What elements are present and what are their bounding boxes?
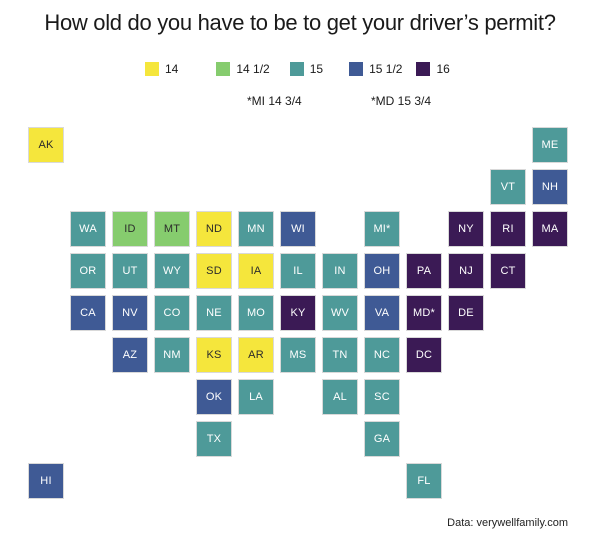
state-tile-az: AZ [112,337,148,373]
state-tile-co: CO [154,295,190,331]
page-title: How old do you have to be to get your dr… [44,10,556,35]
legend: 14 14 1/2 15 15 1/2 16 [145,62,450,76]
state-tile-ut: UT [112,253,148,289]
legend-swatch [216,62,231,76]
state-tile-ak: AK [28,127,64,163]
state-tile-mo: MO [238,295,274,331]
state-tile-il: IL [280,253,316,289]
legend-swatch [289,62,304,76]
state-tile-nm: NM [154,337,190,373]
legend-item: 14 [145,62,178,76]
legend-swatch [349,62,364,76]
state-tile-ny: NY [448,211,484,247]
state-tile-ky: KY [280,295,316,331]
state-tile-tx: TX [196,421,232,457]
state-tile-ca: CA [70,295,106,331]
state-tile-wa: WA [70,211,106,247]
state-tile-nd: ND [196,211,232,247]
state-tile-mt: MT [154,211,190,247]
legend-item: 15 [289,62,324,76]
state-tile-mn: MN [238,211,274,247]
state-tile-dc: DC [406,337,442,373]
state-tile-nh: NH [532,169,568,205]
state-tile-fl: FL [406,463,442,499]
state-tile-in: IN [322,253,358,289]
state-tile-ok: OK [196,379,232,415]
state-tile-ne: NE [196,295,232,331]
state-tile-tn: TN [322,337,358,373]
legend-swatch [145,62,159,76]
state-tile-ms: MS [280,337,316,373]
source-credit: Data: verywellfamily.com [447,517,568,529]
state-tile-oh: OH [364,253,400,289]
state-tile-sc: SC [364,379,400,415]
state-tile-or: OR [70,253,106,289]
state-tile-ia: IA [238,253,274,289]
legend-label: 15 1/2 [369,62,403,76]
state-tile-pa: PA [406,253,442,289]
state-tile-nj: NJ [448,253,484,289]
legend-swatch [416,62,431,76]
state-tile-ks: KS [196,337,232,373]
legend-label: 14 [165,62,179,76]
state-tile-de: DE [448,295,484,331]
state-tile-al: AL [322,379,358,415]
state-tile-wy: WY [154,253,190,289]
state-tile-ct: CT [490,253,526,289]
state-tile-wv: WV [322,295,358,331]
legend-item: 16 [416,62,450,76]
note-maryland: *MD 15 3/4 [371,94,432,108]
state-tile-ar: AR [238,337,274,373]
legend-label: 15 [309,62,324,76]
state-tile-va: VA [364,295,400,331]
legend-label: 14 1/2 [236,62,270,76]
legend-item: 14 1/2 [216,62,270,76]
state-tile-sd: SD [196,253,232,289]
state-tile-ma: MA [532,211,568,247]
state-tile-hi: HI [28,463,64,499]
note-michigan: *MI 14 3/4 [247,94,302,108]
state-tile-ga: GA [364,421,400,457]
state-tile-nc: NC [364,337,400,373]
state-tile-md: MD* [406,295,442,331]
legend-label: 16 [436,62,450,76]
state-tile-wi: WI [280,211,316,247]
legend-item: 15 1/2 [349,62,402,76]
state-tile-ri: RI [490,211,526,247]
state-tile-la: LA [238,379,274,415]
state-tile-me: ME [532,127,568,163]
state-tile-id: ID [112,211,148,247]
state-tile-mi: MI* [364,211,400,247]
state-tile-vt: VT [490,169,526,205]
state-tile-nv: NV [112,295,148,331]
